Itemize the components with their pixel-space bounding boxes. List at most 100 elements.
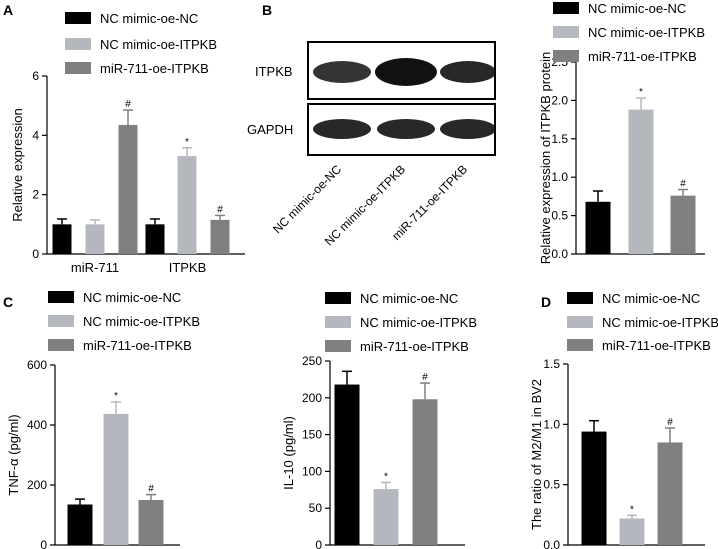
y-tick-label: 150 (302, 428, 322, 442)
chart-panel-d: 0.0 0.5 1.0 1.5 The ratio of M2/M1 in BV2 * # (529, 357, 705, 549)
blot-label-itpkb: ITPKB (255, 64, 293, 79)
y-tick-label: 4 (32, 128, 39, 142)
chart-panel-c-il10: 0 50 100 150 200 250 IL-10 (pg/ml) * # (281, 354, 465, 549)
significance-mark: * (185, 137, 189, 148)
y-axis-label: TNF-α (pg/ml) (6, 414, 21, 495)
legend-panel-c-left: NC mimic-oe-NC NC mimic-oe-ITPKB miR-711-o… (48, 290, 200, 353)
legend-panel-b: NC mimic-oe-NC NC mimic-oe-ITPKB miR-711-o… (553, 1, 705, 64)
legend-label: NC mimic-oe-NC (602, 291, 700, 306)
legend-swatch (325, 316, 351, 328)
bar (628, 109, 654, 254)
panel-letter-c: C (3, 294, 13, 310)
legend-swatch (48, 315, 74, 327)
chart-panel-b: 0.00.51.01.52.02.5Relative expression of… (538, 52, 705, 264)
blot-band (313, 119, 371, 139)
significance-mark: * (630, 504, 634, 515)
y-tick-label: 0 (315, 538, 322, 549)
panel-letter-a: A (3, 2, 13, 18)
y-tick-label: 2 (32, 188, 39, 202)
bar (619, 518, 645, 545)
y-axis-label: IL-10 (pg/ml) (281, 416, 296, 490)
blot-band (375, 58, 437, 86)
blot-band (377, 119, 435, 139)
legend-label: NC mimic-oe-ITPKB (83, 314, 200, 329)
significance-mark: # (422, 372, 428, 383)
legend-swatch (65, 12, 91, 24)
significance-mark: # (680, 178, 686, 189)
legend-label: NC mimic-oe-NC (100, 11, 198, 26)
y-tick-label: 0.0 (543, 538, 560, 549)
y-tick-label: 0.5 (543, 478, 560, 492)
y-tick-label: 1.5 (551, 132, 568, 146)
chart-panel-c-tnf: 0 200 400 600 TNF-α (pg/ml) * # (6, 358, 180, 549)
legend-panel-a: NC mimic-oe-NC NC mimic-oe-ITPKB miR-711-o… (65, 11, 217, 76)
y-tick-label: 1.0 (551, 170, 568, 184)
bar (103, 413, 129, 545)
legend-panel-c-right: NC mimic-oe-NC NC mimic-oe-ITPKB miR-711-o… (325, 291, 477, 354)
category-label: ITPKB (169, 260, 207, 275)
significance-mark: # (148, 484, 154, 495)
blot-band (440, 119, 496, 139)
y-axis-label: Relative expression (10, 108, 25, 221)
western-blot: ITPKB GAPDH NC mimic-oe-NC NC mimic-oe-I… (247, 41, 496, 248)
y-tick-label: 1.0 (543, 417, 560, 431)
y-tick-label: 0 (40, 538, 47, 549)
y-tick-label: 200 (302, 391, 322, 405)
y-tick-label: 1.5 (543, 357, 560, 371)
legend-swatch (65, 62, 91, 74)
bar (138, 500, 164, 545)
blot-label-gapdh: GAPDH (247, 122, 293, 137)
bar (85, 224, 105, 254)
y-tick-label: 6 (32, 69, 39, 83)
y-tick-label: 200 (27, 478, 47, 492)
significance-mark: * (639, 87, 643, 98)
y-tick-label: 400 (27, 418, 47, 432)
legend-swatch (553, 2, 579, 14)
blot-band (313, 61, 371, 83)
significance-mark: * (114, 391, 118, 402)
significance-mark: * (384, 471, 388, 482)
y-tick-label: 0 (32, 247, 39, 261)
legend-swatch (567, 339, 593, 351)
chart-panel-a: 0 2 4 6 Relative expression # miR-711 * # ITPKB (10, 69, 245, 275)
legend-swatch (567, 316, 593, 328)
bar (334, 384, 360, 545)
y-tick-label: 250 (302, 354, 322, 368)
significance-mark: # (667, 417, 673, 428)
y-axis-label: The ratio of M2/M1 in BV2 (529, 379, 544, 530)
bar (67, 504, 93, 545)
legend-label: miR-711-oe-ITPKB (602, 338, 711, 353)
legend-label: NC mimic-oe-ITPKB (360, 315, 477, 330)
bar (585, 201, 611, 254)
bar (412, 399, 438, 545)
y-tick-label: 100 (302, 464, 322, 478)
legend-swatch (553, 26, 579, 38)
category-label: miR-711 (71, 260, 119, 275)
bar (177, 156, 197, 254)
bar (657, 442, 683, 545)
legend-swatch (325, 340, 351, 352)
legend-label: miR-711-oe-ITPKB (83, 338, 192, 353)
legend-label: NC mimic-oe-ITPKB (588, 25, 705, 40)
legend-label: miR-711-oe-ITPKB (360, 339, 469, 354)
legend-label: miR-711-oe-ITPKB (588, 49, 697, 64)
bar (373, 489, 399, 545)
legend-label: miR-711-oe-ITPKB (100, 61, 209, 76)
blot-band (440, 61, 496, 83)
legend-label: NC mimic-oe-NC (588, 1, 686, 16)
bar (118, 124, 138, 254)
y-tick-label: 0.5 (551, 209, 568, 223)
bar (670, 195, 696, 254)
y-tick-label: 50 (309, 501, 323, 515)
legend-swatch (325, 292, 351, 304)
legend-swatch (48, 339, 74, 351)
legend-label: NC mimic-oe-ITPKB (602, 315, 718, 330)
bar (581, 431, 607, 545)
bar (145, 224, 165, 254)
panel-letter-b: B (262, 2, 272, 18)
legend-panel-d: NC mimic-oe-NC NC mimic-oe-ITPKB miR-711-o… (567, 291, 718, 353)
y-axis-label: Relative expression of ITPKB protein (538, 52, 553, 264)
legend-label: NC mimic-oe-ITPKB (100, 37, 217, 52)
legend-swatch (567, 292, 593, 304)
